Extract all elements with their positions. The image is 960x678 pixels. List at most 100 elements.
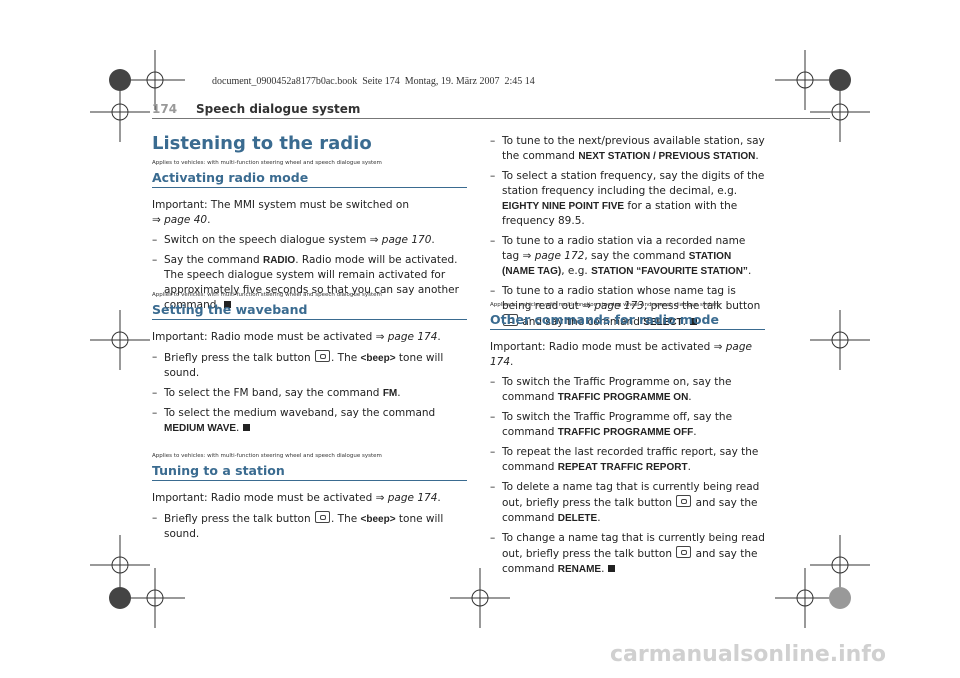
dash: – — [490, 446, 496, 458]
end-mark — [243, 424, 251, 431]
command: MEDIUM WAVE — [164, 423, 237, 434]
text: To tune to a radio station via a recorde… — [502, 235, 746, 262]
text: for a station with the frequency 89.5. — [502, 200, 738, 227]
page-ref: page 172 — [534, 250, 585, 262]
text: To repeat the last recorded traffic repo… — [502, 446, 759, 473]
text: . — [687, 461, 691, 473]
dash: – — [490, 481, 496, 493]
list-item: – Briefly press the talk button . The <be… — [152, 350, 467, 381]
section: Applies to vehicles: with multi-function… — [152, 292, 467, 441]
talk-button-icon — [676, 495, 692, 507]
list-item: – To change a name tag that is currently … — [490, 531, 765, 577]
text: To tune to a radio station whose name ta… — [502, 285, 736, 312]
dash: – — [490, 235, 496, 247]
text: To switch the Traffic Programme off, say… — [502, 411, 733, 438]
dash: – — [152, 387, 158, 399]
page-ref: page 174 — [490, 341, 752, 368]
end-mark — [608, 565, 616, 572]
section-heading: Tuning to a station — [152, 463, 467, 481]
list-item: – Switch on the speech dialogue system ⇒ … — [152, 233, 467, 248]
dash: – — [490, 532, 496, 544]
talk-button-icon — [503, 314, 518, 326]
text: Important: Radio mode must be activated … — [152, 331, 388, 343]
talk-button-icon — [676, 546, 692, 558]
page-title: Listening to the radio — [152, 133, 372, 154]
list-item: – To select the FM band, say the command … — [152, 386, 467, 401]
command: RENAME — [557, 564, 602, 575]
text: Important: Radio mode must be activated … — [152, 492, 388, 504]
paragraph: Important: Radio mode must be activated … — [152, 330, 467, 345]
text: Briefly press the talk button — [164, 513, 314, 525]
text: , press the talk button — [643, 300, 761, 312]
section: Applies to vehicles: with multi-function… — [152, 453, 467, 547]
dash: – — [152, 254, 158, 266]
section-heading: Setting the waveband — [152, 302, 467, 320]
text: and say the command — [502, 548, 758, 575]
text: . — [688, 391, 692, 403]
text: To change a name tag that is currently b… — [502, 532, 765, 560]
paragraph: Important: Radio mode must be activated … — [490, 340, 765, 370]
page-ref: page 173 — [594, 300, 644, 312]
text: To tune to the next/previous available s… — [502, 135, 765, 162]
command: <beep> — [360, 514, 396, 525]
running-title: Speech dialogue system — [196, 102, 361, 116]
page-number: 174 — [152, 102, 178, 116]
text: . Radio mode will be activated. The spee… — [164, 254, 459, 311]
text: Important: Radio mode must be activated … — [490, 341, 726, 353]
page-ref: page 174 — [387, 492, 438, 504]
section: Applies to vehicles: with multi-function… — [152, 160, 467, 318]
text: . — [207, 214, 211, 226]
text: Briefly press the talk button — [164, 352, 314, 364]
text: Important: The MMI system must be switch… — [152, 199, 409, 211]
list-item: – To switch the Traffic Programme off, sa… — [490, 410, 765, 440]
dash: – — [490, 285, 496, 297]
command: TRAFFIC PROGRAMME ON — [557, 392, 689, 403]
text: To select the FM band, say the command — [164, 387, 383, 399]
applies-note: Applies to vehicles: with multi-function… — [152, 292, 382, 298]
list-item: – To select the medium waveband, say the … — [152, 406, 467, 436]
text: To select a station frequency, say the d… — [502, 170, 765, 197]
command: STATION (NAME TAG) — [502, 251, 732, 277]
text: and say the command — [502, 497, 758, 524]
text: . — [597, 512, 601, 524]
section-heading: Other commands for radio mode — [490, 312, 765, 330]
list-item: – To tune to the next/previous available … — [490, 134, 765, 164]
text: , e.g. — [561, 265, 592, 277]
list-item: – To switch the Traffic Programme on, say… — [490, 375, 765, 405]
paragraph: Important: Radio mode must be activated … — [152, 491, 467, 506]
paragraph: Important: The MMI system must be switch… — [152, 198, 467, 228]
end-mark — [690, 318, 697, 325]
text: . — [397, 387, 401, 399]
header-note: document_0900452a8177b0ac.book Seite 174… — [212, 76, 535, 87]
list-item: – To tune to a radio station via a record… — [490, 234, 765, 279]
list-item: – Briefly press the talk button . The <be… — [152, 511, 467, 542]
text: To select the medium waveband, say the c… — [164, 407, 436, 419]
command: NEXT STATION / PREVIOUS STATION — [578, 151, 756, 162]
talk-button-icon — [314, 350, 330, 362]
talk-button-icon — [314, 511, 330, 523]
text: . — [236, 422, 240, 434]
text: tone will sound. — [164, 513, 444, 540]
text: tone will sound. — [164, 352, 444, 379]
applies-note: Applies to vehicles: with multi-function… — [152, 160, 382, 166]
text: . — [747, 265, 752, 277]
dash: – — [490, 135, 496, 147]
text: . The — [330, 352, 361, 364]
page-ref: page 170 — [381, 234, 432, 246]
text: ⇒ — [152, 214, 165, 226]
text: Say the command — [164, 254, 263, 266]
text: . — [693, 426, 697, 438]
text: . — [510, 356, 514, 368]
dash: – — [152, 512, 158, 524]
text: . — [601, 563, 605, 575]
applies-note: Applies to vehicles: with multi-function… — [152, 453, 382, 459]
text: . — [755, 150, 759, 162]
command: FM — [382, 388, 398, 399]
text: . — [682, 316, 686, 328]
command: STATION “FAVOURITE STATION” — [591, 266, 748, 277]
text: Switch on the speech dialogue system ⇒ — [164, 234, 382, 246]
text: To delete a name tag that is currently b… — [502, 481, 760, 509]
page-ref: page 40 — [164, 214, 208, 226]
text: , say the command — [584, 250, 689, 262]
